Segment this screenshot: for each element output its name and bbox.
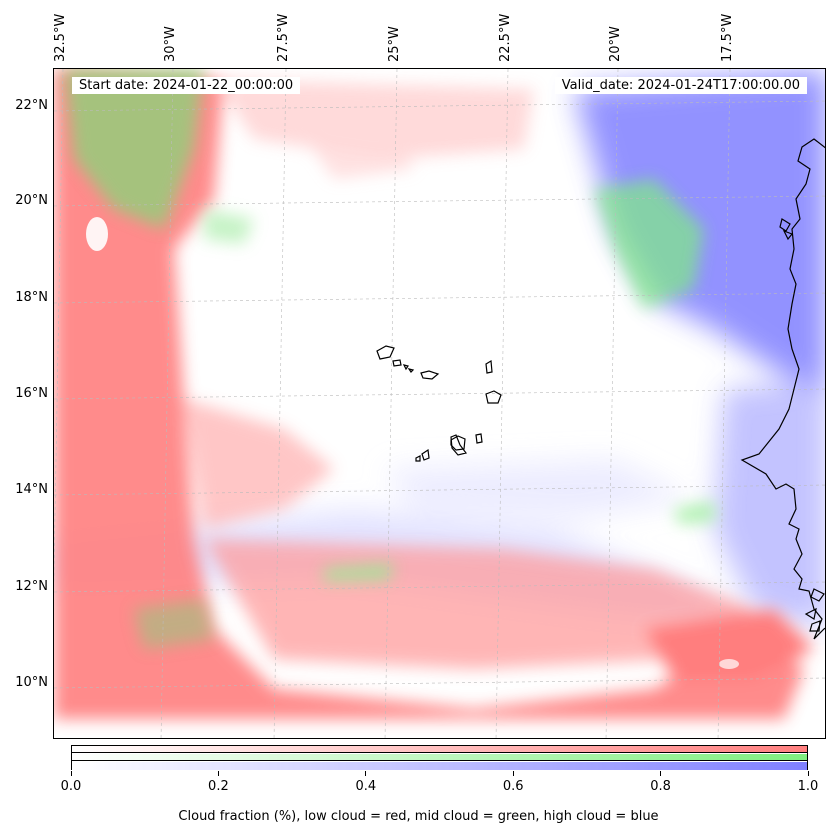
longitude-label: 30°W	[163, 26, 178, 62]
cape-verde-islands	[376, 345, 502, 462]
colorbar-high-cloud	[72, 762, 807, 770]
meridian-gridline	[160, 69, 174, 738]
latitude-label: 18°N	[15, 290, 48, 305]
colorbar-tick-label: 0.0	[60, 779, 82, 794]
colorbar-tick	[807, 771, 809, 776]
meridian-gridline	[605, 69, 619, 738]
parallel-gridline	[54, 677, 825, 689]
colorbar-caption: Cloud fraction (%), low cloud = red, mid…	[178, 809, 659, 824]
parallel-gridline	[54, 292, 825, 304]
longitude-label: 32.5°W	[53, 13, 68, 62]
latitude-label: 14°N	[15, 482, 48, 497]
longitude-label: 20°W	[608, 26, 623, 62]
colorbar-tick	[70, 771, 72, 776]
meridian-gridline	[717, 69, 731, 738]
mid-cloud-layer	[64, 69, 716, 649]
colorbar-tick-label: 0.2	[208, 779, 229, 794]
colorbar-tick-label: 1.0	[797, 779, 819, 794]
colorbar-low-cloud	[72, 746, 807, 753]
colorbar-tick	[512, 771, 514, 776]
latitude-label: 12°N	[15, 579, 48, 594]
meridian-gridline	[495, 69, 509, 738]
latitude-label: 22°N	[15, 98, 48, 113]
parallel-gridline	[54, 484, 825, 496]
longitude-label: 22.5°W	[498, 13, 513, 62]
latitude-label: 20°N	[15, 193, 48, 208]
longitude-label: 27.5°W	[276, 13, 291, 62]
colorbar-tick-label: 0.8	[650, 779, 671, 794]
parallel-gridline	[54, 100, 825, 112]
latitude-label: 16°N	[15, 386, 48, 401]
colorbar	[71, 745, 808, 770]
clear-spot	[719, 659, 739, 669]
gridlines	[54, 69, 825, 738]
meridian-gridline	[384, 69, 398, 738]
longitude-label: 17.5°W	[720, 13, 735, 62]
meridian-gridline	[273, 69, 287, 738]
coastline	[740, 138, 825, 640]
latitude-label: 10°N	[15, 675, 48, 690]
colorbar-tick-label: 0.6	[502, 779, 524, 794]
colorbar-mid-cloud	[72, 754, 807, 761]
cloud-fraction-map: Start date: 2024-01-22_00:00:00 Valid_da…	[53, 68, 826, 739]
colorbar-tick	[660, 771, 662, 776]
longitude-label: 25°W	[387, 26, 402, 62]
valid-date-label: Valid_date: 2024-01-24T17:00:00.00	[554, 77, 807, 94]
start-date-label: Start date: 2024-01-22_00:00:00	[72, 77, 301, 94]
colorbar-tick	[365, 771, 367, 776]
parallel-gridline	[54, 195, 825, 207]
colorbar-tick	[217, 771, 219, 776]
colorbar-tick-label: 0.4	[355, 779, 377, 794]
clear-spot	[86, 217, 108, 251]
parallel-gridline	[54, 581, 825, 593]
parallel-gridline	[54, 388, 825, 400]
